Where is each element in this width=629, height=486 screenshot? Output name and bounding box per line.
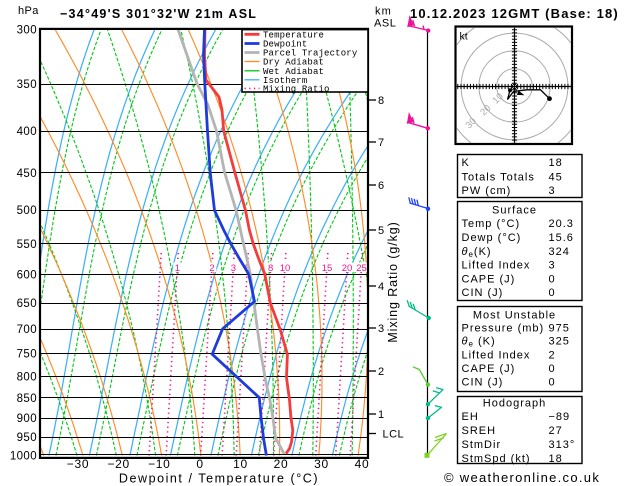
svg-text:450: 450 bbox=[17, 168, 37, 180]
svg-text:Isotherm: Isotherm bbox=[263, 76, 307, 86]
svg-text:10: 10 bbox=[233, 457, 248, 471]
svg-text:Dewpoint: Dewpoint bbox=[263, 40, 307, 50]
svg-text:27: 27 bbox=[549, 425, 563, 437]
svg-text:0: 0 bbox=[196, 457, 203, 471]
svg-text:1: 1 bbox=[378, 409, 384, 421]
svg-text:2: 2 bbox=[209, 263, 214, 274]
svg-text:−10: −10 bbox=[148, 457, 170, 471]
svg-text:30: 30 bbox=[314, 457, 329, 471]
svg-text:950: 950 bbox=[17, 432, 37, 444]
svg-text:750: 750 bbox=[17, 349, 37, 361]
svg-text:324: 324 bbox=[549, 246, 570, 258]
svg-text:Temperature: Temperature bbox=[263, 31, 324, 41]
svg-text:0: 0 bbox=[549, 287, 556, 299]
svg-text:Mixing Ratio (g/kg): Mixing Ratio (g/kg) bbox=[386, 221, 400, 342]
svg-text:325: 325 bbox=[549, 336, 570, 348]
svg-text:25: 25 bbox=[356, 263, 367, 274]
svg-text:3: 3 bbox=[378, 323, 384, 335]
svg-text:km: km bbox=[375, 6, 392, 18]
svg-text:0: 0 bbox=[549, 363, 556, 375]
svg-text:ASL: ASL bbox=[374, 18, 396, 30]
svg-text:−30: −30 bbox=[67, 457, 89, 471]
svg-text:3: 3 bbox=[549, 260, 556, 272]
svg-text:Totals Totals: Totals Totals bbox=[462, 171, 535, 183]
svg-text:EH: EH bbox=[462, 411, 479, 423]
svg-text:−34°49'S 301°32'W 21m ASL: −34°49'S 301°32'W 21m ASL bbox=[60, 7, 257, 21]
svg-text:K: K bbox=[462, 157, 470, 169]
svg-text:SREH: SREH bbox=[462, 425, 497, 437]
svg-text:8: 8 bbox=[268, 263, 273, 274]
svg-text:650: 650 bbox=[17, 298, 37, 310]
svg-text:5: 5 bbox=[245, 263, 250, 274]
svg-text:Lifted Index: Lifted Index bbox=[462, 260, 531, 272]
svg-text:Lifted Index: Lifted Index bbox=[462, 350, 531, 362]
svg-text:θe (K): θe (K) bbox=[462, 336, 496, 349]
svg-text:700: 700 bbox=[17, 324, 37, 336]
svg-text:hPa: hPa bbox=[18, 5, 39, 17]
svg-text:CIN (J): CIN (J) bbox=[462, 287, 504, 299]
svg-text:Wet Adiabat: Wet Adiabat bbox=[263, 67, 324, 77]
svg-text:kt: kt bbox=[460, 31, 468, 43]
svg-text:0: 0 bbox=[549, 273, 556, 285]
svg-text:40: 40 bbox=[355, 457, 370, 471]
svg-text:5: 5 bbox=[378, 225, 384, 237]
svg-text:2: 2 bbox=[549, 350, 556, 362]
svg-text:500: 500 bbox=[17, 205, 37, 217]
svg-text:975: 975 bbox=[549, 322, 570, 334]
svg-text:45: 45 bbox=[549, 171, 563, 183]
svg-text:CAPE (J): CAPE (J) bbox=[462, 363, 516, 375]
svg-text:Hodograph: Hodograph bbox=[483, 397, 546, 409]
svg-text:600: 600 bbox=[17, 270, 37, 282]
svg-text:18: 18 bbox=[549, 157, 563, 169]
svg-text:300: 300 bbox=[17, 24, 37, 36]
svg-text:550: 550 bbox=[17, 239, 37, 251]
svg-text:6: 6 bbox=[378, 180, 384, 192]
svg-text:20: 20 bbox=[274, 457, 289, 471]
svg-text:Mixing Ratio: Mixing Ratio bbox=[263, 85, 330, 95]
svg-text:313°: 313° bbox=[549, 439, 576, 451]
svg-text:0: 0 bbox=[549, 377, 556, 389]
svg-text:1: 1 bbox=[175, 263, 180, 274]
svg-text:350: 350 bbox=[17, 79, 37, 91]
svg-text:850: 850 bbox=[17, 393, 37, 405]
svg-text:CAPE (J): CAPE (J) bbox=[462, 273, 516, 285]
svg-text:StmDir: StmDir bbox=[462, 439, 502, 451]
svg-text:800: 800 bbox=[17, 371, 37, 383]
svg-text:Pressure (mb): Pressure (mb) bbox=[462, 322, 545, 334]
svg-text:20: 20 bbox=[342, 263, 353, 274]
svg-text:3: 3 bbox=[549, 185, 556, 197]
svg-text:10: 10 bbox=[280, 263, 291, 274]
svg-text:−20: −20 bbox=[107, 457, 129, 471]
svg-text:Dewpoint / Temperature (°C): Dewpoint / Temperature (°C) bbox=[119, 472, 319, 486]
svg-text:8: 8 bbox=[378, 95, 384, 107]
svg-text:900: 900 bbox=[17, 413, 37, 425]
svg-text:Parcel Trajectory: Parcel Trajectory bbox=[263, 49, 358, 59]
svg-text:1000: 1000 bbox=[10, 450, 37, 462]
svg-text:4: 4 bbox=[378, 281, 384, 293]
svg-text:Dewp (°C): Dewp (°C) bbox=[462, 232, 522, 244]
svg-text:400: 400 bbox=[17, 126, 37, 138]
svg-text:CIN (J): CIN (J) bbox=[462, 377, 504, 389]
svg-text:10.12.2023 12GMT (Base: 18): 10.12.2023 12GMT (Base: 18) bbox=[410, 6, 619, 21]
svg-text:3: 3 bbox=[231, 263, 236, 274]
svg-text:2: 2 bbox=[378, 366, 384, 378]
svg-text:15.6: 15.6 bbox=[549, 232, 574, 244]
svg-text:7: 7 bbox=[378, 137, 384, 149]
svg-text:LCL: LCL bbox=[383, 429, 405, 441]
svg-text:© weatheronline.co.uk: © weatheronline.co.uk bbox=[444, 470, 600, 485]
svg-text:Most Unstable: Most Unstable bbox=[473, 309, 556, 321]
svg-text:18: 18 bbox=[549, 453, 563, 465]
svg-text:20.3: 20.3 bbox=[549, 218, 574, 230]
svg-text:StmSpd (kt): StmSpd (kt) bbox=[462, 453, 531, 465]
svg-text:15: 15 bbox=[322, 263, 333, 274]
svg-text:Dry Adiabat: Dry Adiabat bbox=[263, 58, 324, 68]
svg-text:−89: −89 bbox=[549, 411, 571, 423]
svg-text:Temp (°C): Temp (°C) bbox=[462, 218, 521, 230]
svg-text:Surface: Surface bbox=[492, 205, 537, 217]
svg-text:PW (cm): PW (cm) bbox=[462, 185, 512, 197]
svg-text:θe(K): θe(K) bbox=[462, 246, 492, 259]
